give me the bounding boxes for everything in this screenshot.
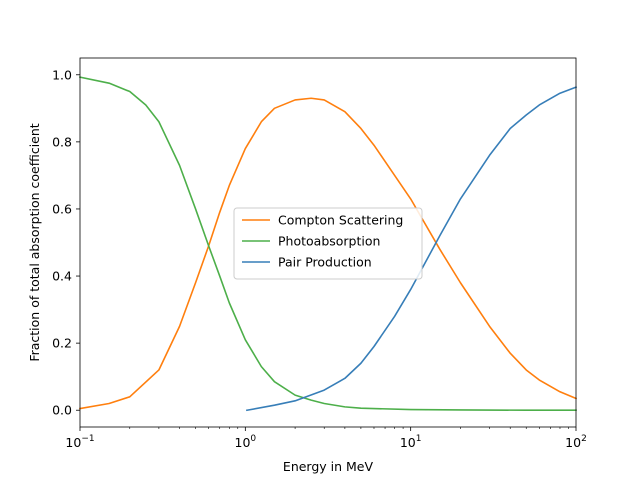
series-line-0	[79, 97, 578, 410]
legend-box	[233, 207, 423, 280]
legend: Compton Scattering Photoabsorption Pair Pr…	[233, 207, 423, 280]
y-tick-label: 0.6	[52, 201, 72, 216]
y-tick-label: 0.8	[52, 134, 72, 149]
plot-frame	[79, 57, 577, 428]
series-line-1	[79, 76, 577, 412]
y-tick-label: 0.2	[52, 336, 72, 351]
legend-label: Pair Production	[278, 255, 372, 270]
y-tick-label: 1.0	[52, 67, 72, 82]
legend-label: Photoabsorption	[278, 234, 380, 249]
legend-label: Compton Scattering	[278, 213, 403, 228]
series-layer	[79, 76, 578, 412]
y-axis-label: Fraction of total absorption coefficient	[27, 123, 42, 361]
y-tick-label: 0.0	[52, 403, 72, 418]
x-tick-label: 10−1	[65, 434, 94, 450]
x-tick-label: 102	[565, 434, 587, 450]
y-tick-label: 0.4	[52, 269, 72, 284]
x-axis: 10−1 100 101 102	[65, 427, 587, 450]
y-axis: 0.0 0.2 0.4 0.6 0.8 1.0	[52, 67, 80, 418]
x-axis-label: Energy in MeV	[283, 459, 374, 474]
x-tick-label: 100	[235, 434, 257, 450]
x-tick-label: 101	[400, 434, 422, 450]
series-line-2	[245, 86, 578, 412]
